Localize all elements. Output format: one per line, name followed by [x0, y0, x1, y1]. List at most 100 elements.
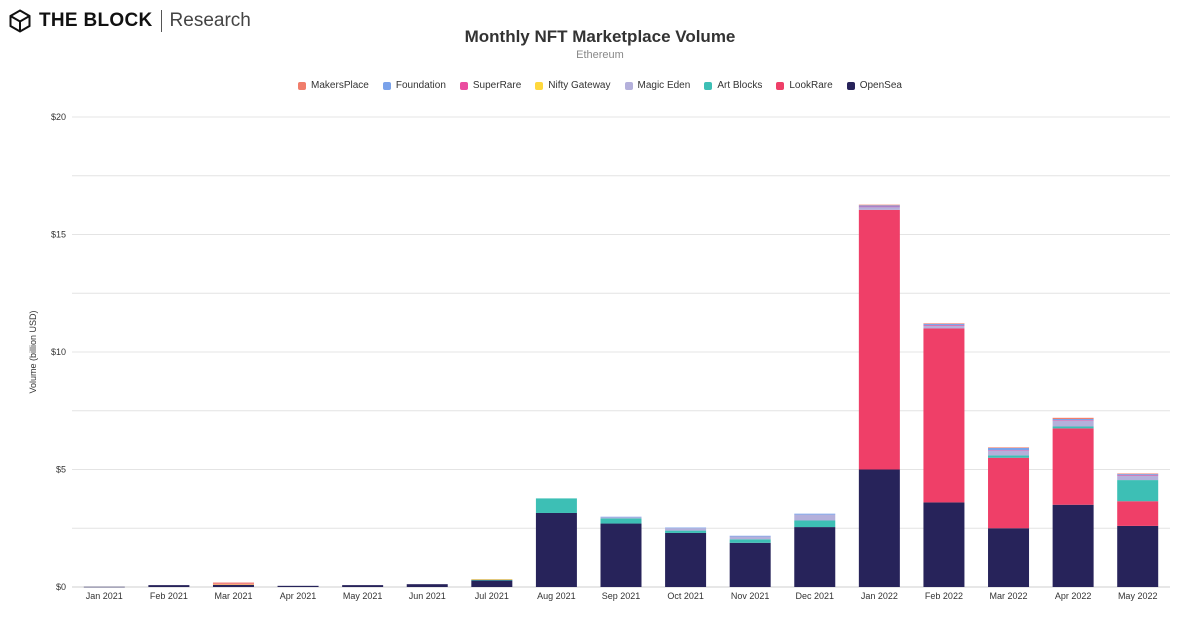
bar-art-blocks-nov-2021 [729, 539, 771, 543]
bar-lookrare-apr-2022 [1052, 428, 1094, 505]
chart-subtitle: Ethereum [576, 49, 624, 61]
bar-art-blocks-sep-2021 [600, 518, 642, 524]
legend-label-superrare: SuperRare [472, 80, 522, 91]
bar-art-blocks-aug-2021 [535, 498, 577, 513]
legend-item-magic-eden[interactable]: Magic Eden [624, 80, 690, 91]
bar-foundation-oct-2021 [665, 527, 707, 529]
legend-item-lookrare[interactable]: LookRare [776, 80, 833, 91]
bar-lookrare-jan-2022 [858, 209, 900, 470]
bar-opensea-dec-2021 [794, 527, 836, 587]
bar-superrare-jan-2022 [858, 206, 900, 208]
legend-swatch-makersplace [298, 81, 307, 90]
y-tick-label: $5 [56, 465, 66, 475]
brand-divider [160, 10, 162, 32]
bar-magic-eden-jul-2021 [471, 579, 513, 581]
bar-magic-eden-nov-2021 [729, 536, 771, 540]
y-tick-label: $20 [51, 112, 66, 122]
bar-opensea-jan-2021 [83, 586, 125, 588]
x-tick-label: Sep 2021 [602, 591, 641, 601]
bar-superrare-apr-2022 [1052, 420, 1094, 421]
bar-opensea-sep-2021 [600, 523, 642, 587]
bar-art-blocks-jul-2021 [471, 579, 513, 581]
y-axis-label: Volume (billion USD) [28, 310, 38, 393]
bar-opensea-mar-2022 [988, 528, 1030, 587]
bar-opensea-feb-2021 [148, 585, 190, 587]
x-tick-label: Feb 2022 [925, 591, 963, 601]
bar-opensea-jul-2021 [471, 580, 513, 587]
bar-opensea-mar-2021 [212, 584, 254, 587]
legend-swatch-opensea [846, 81, 855, 90]
the-block-cube-icon [9, 9, 31, 33]
bar-makersplace-may-2022 [1117, 473, 1159, 475]
x-tick-label: Mar 2021 [214, 591, 252, 601]
x-tick-label: Jan 2021 [86, 591, 123, 601]
x-tick-label: Dec 2021 [795, 591, 834, 601]
x-tick-label: Mar 2022 [990, 591, 1028, 601]
bar-makersplace-mar-2022 [988, 447, 1030, 449]
bar-foundation-feb-2022 [923, 323, 965, 325]
y-tick-label: $10 [51, 347, 66, 357]
bar-magic-eden-jan-2022 [858, 207, 900, 210]
x-tick-label: Oct 2021 [667, 591, 704, 601]
bar-superrare-mar-2022 [988, 450, 1030, 451]
bar-nifty-gateway-jul-2021 [471, 579, 513, 580]
bar-foundation-may-2022 [1117, 473, 1159, 475]
bar-art-blocks-oct-2021 [665, 530, 707, 533]
bar-makersplace-jan-2022 [858, 204, 900, 206]
legend-item-art-blocks[interactable]: Art Blocks [704, 80, 762, 91]
legend-swatch-foundation [382, 81, 391, 90]
bar-superrare-may-2022 [1117, 474, 1159, 476]
legend-item-superrare[interactable]: SuperRare [459, 80, 522, 91]
legend-label-art-blocks: Art Blocks [717, 80, 763, 91]
bar-magic-eden-oct-2021 [665, 528, 707, 531]
brand-logo: THE BLOCK Research [8, 8, 251, 34]
x-tick-label: Aug 2021 [537, 591, 576, 601]
x-tick-label: May 2022 [1118, 591, 1158, 601]
x-tick-label: Jan 2022 [861, 591, 898, 601]
bar-art-blocks-dec-2021 [794, 520, 836, 528]
legend-label-makersplace: MakersPlace [311, 80, 369, 91]
bar-magic-eden-sep-2021 [600, 517, 642, 519]
legend-label-lookrare: LookRare [789, 80, 833, 91]
bar-art-blocks-apr-2022 [1052, 426, 1094, 429]
bar-opensea-feb-2022 [923, 502, 965, 587]
bar-opensea-apr-2021 [277, 585, 319, 587]
bar-magic-eden-apr-2022 [1052, 420, 1094, 427]
bar-foundation-apr-2022 [1052, 418, 1094, 421]
legend-label-opensea: OpenSea [859, 80, 902, 91]
x-tick-label: Jul 2021 [475, 591, 509, 601]
legend-swatch-superrare [459, 81, 468, 90]
x-tick-label: Nov 2021 [731, 591, 770, 601]
x-tick-label: May 2021 [343, 591, 383, 601]
bar-opensea-aug-2021 [535, 512, 577, 587]
bar-opensea-jan-2022 [858, 469, 900, 587]
brand-subtitle: Research [169, 10, 251, 31]
legend-item-makersplace[interactable]: MakersPlace [298, 80, 369, 91]
bar-foundation-jan-2022 [858, 205, 900, 207]
bar-opensea-may-2021 [342, 585, 384, 587]
legend-label-foundation: Foundation [395, 80, 446, 91]
legend-item-opensea[interactable]: OpenSea [846, 80, 902, 91]
x-tick-label: Jun 2021 [409, 591, 446, 601]
bar-opensea-may-2022 [1117, 525, 1159, 587]
chart-title: Monthly NFT Marketplace Volume [464, 27, 736, 46]
x-tick-label: Feb 2021 [150, 591, 188, 601]
bar-makersplace-mar-2021 [212, 582, 254, 584]
bar-opensea-nov-2021 [729, 542, 771, 587]
brand-name: THE BLOCK [39, 10, 153, 31]
bar-nifty-gateway-mar-2021 [212, 584, 254, 585]
bar-makersplace-feb-2022 [923, 323, 965, 324]
legend-item-nifty-gateway[interactable]: Nifty Gateway [535, 80, 611, 91]
bar-lookrare-mar-2022 [988, 457, 1030, 529]
bar-magic-eden-mar-2022 [988, 450, 1030, 456]
bar-foundation-dec-2021 [794, 513, 836, 515]
bar-lookrare-may-2022 [1117, 501, 1159, 526]
chart-legend: MakersPlace Foundation SuperRare Nifty Gate… [0, 80, 1200, 91]
legend-item-foundation[interactable]: Foundation [382, 80, 446, 91]
bar-magic-eden-may-2022 [1117, 475, 1159, 481]
legend-swatch-art-blocks [704, 81, 713, 90]
bar-lookrare-feb-2022 [923, 328, 965, 503]
y-tick-label: $15 [51, 230, 66, 240]
bar-foundation-sep-2021 [600, 516, 642, 518]
